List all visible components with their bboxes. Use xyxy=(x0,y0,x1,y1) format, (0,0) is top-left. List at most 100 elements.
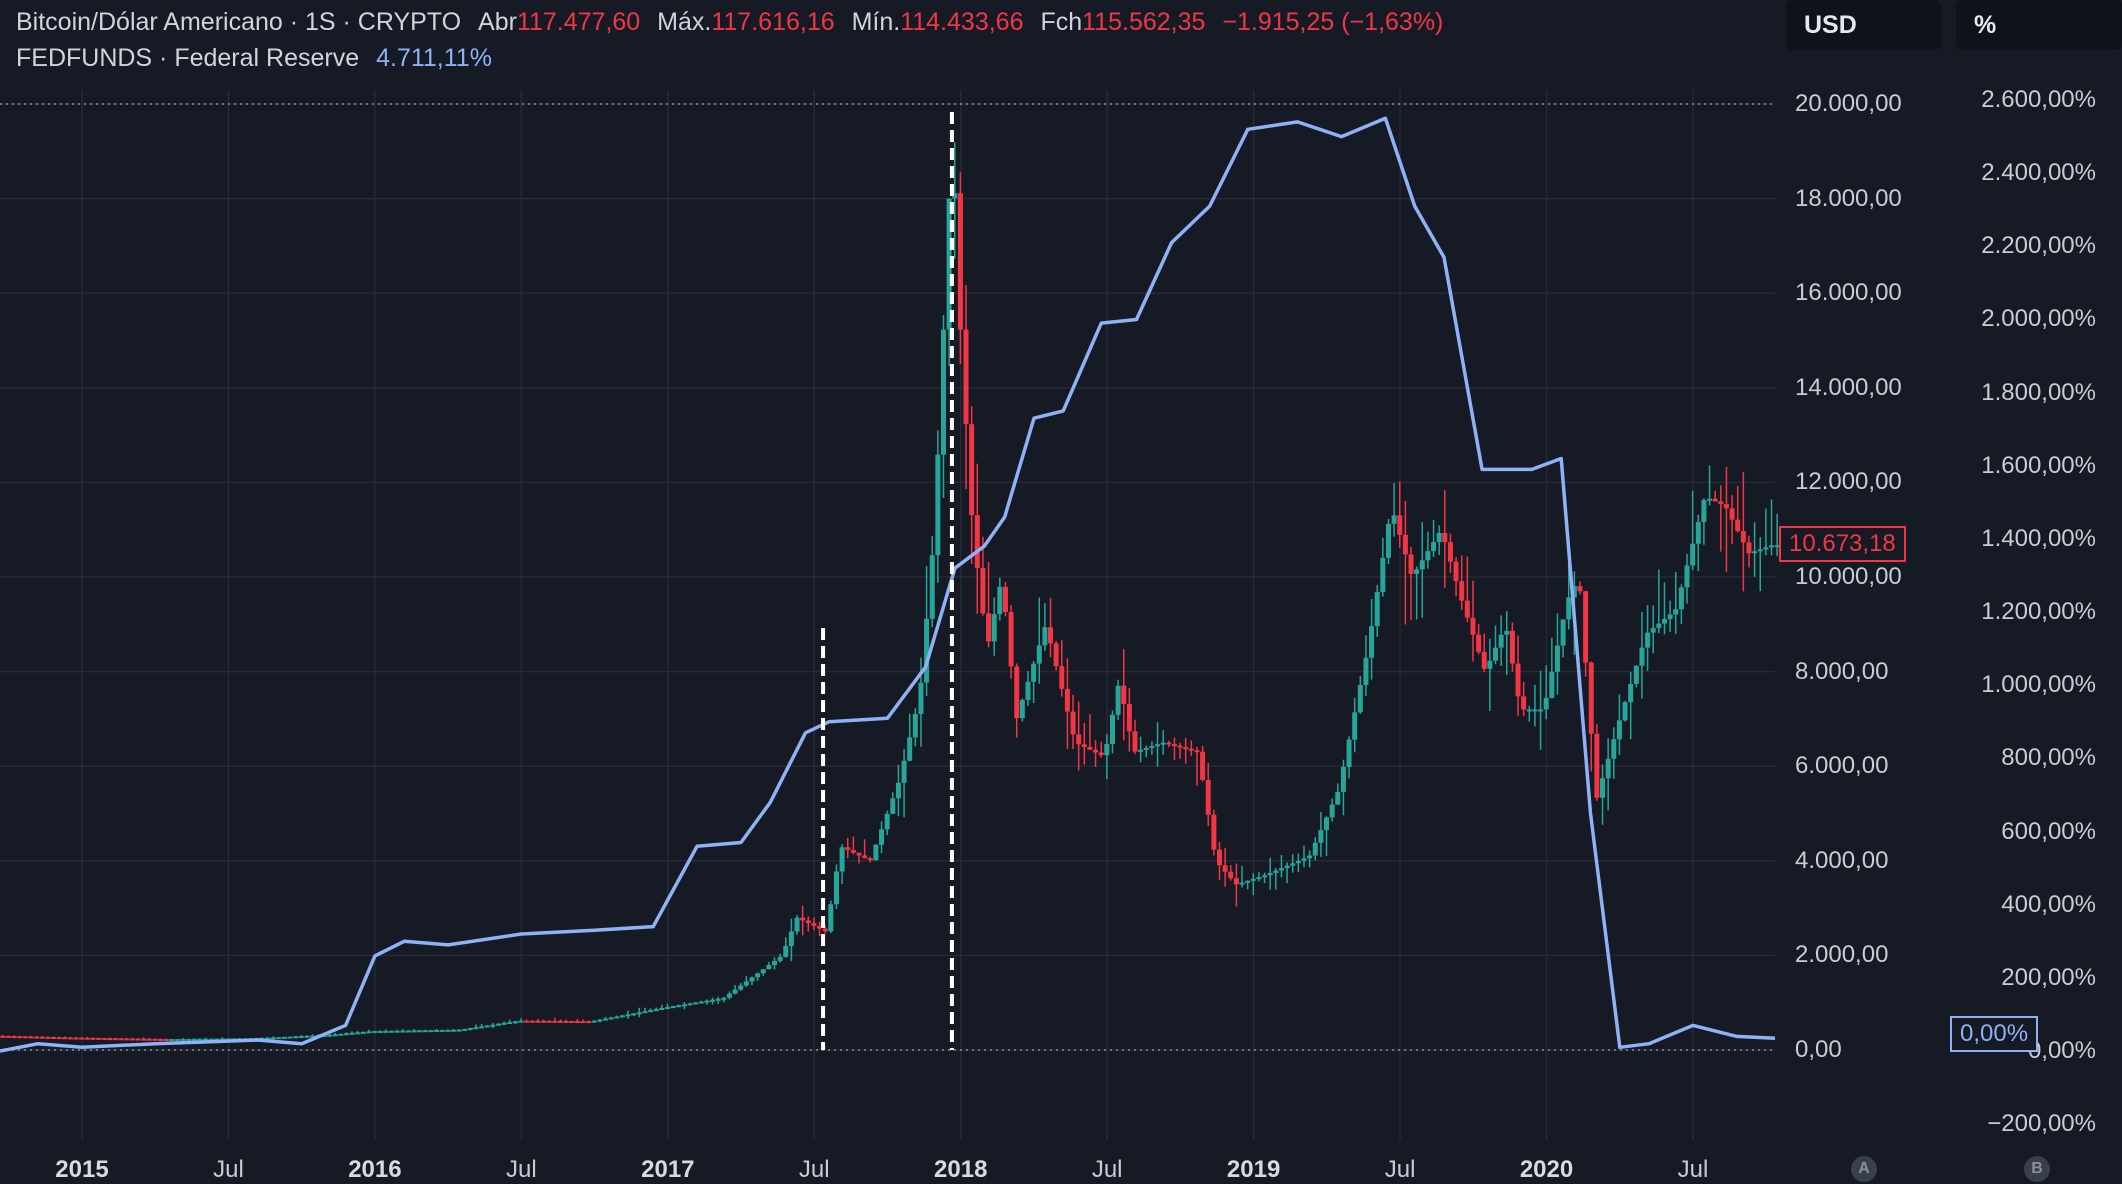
candle-body xyxy=(1515,663,1521,697)
candle-body xyxy=(1177,745,1183,748)
candle-body xyxy=(439,1029,445,1032)
candle-body xyxy=(366,1031,372,1034)
candle-body xyxy=(349,1032,355,1035)
candle-body xyxy=(800,917,806,921)
candle-body xyxy=(569,1020,575,1023)
candle-body xyxy=(1160,742,1166,745)
candle-body xyxy=(287,1036,293,1039)
candle-body xyxy=(1498,634,1504,648)
percent-button[interactable]: % xyxy=(1956,0,2122,50)
candle-body xyxy=(1397,515,1403,535)
candle-body xyxy=(338,1033,344,1036)
y-right-tick: 2.400,00% xyxy=(1981,159,2096,187)
legend-symbol: Bitcoin/Dólar Americano · 1S · CRYPTO xyxy=(16,8,462,36)
candle-body xyxy=(557,1020,563,1023)
candle-body xyxy=(1594,733,1600,798)
candle-body xyxy=(856,852,862,856)
candle-body xyxy=(1583,591,1589,663)
candle-body xyxy=(197,1038,203,1041)
y-right-tick: 1.000,00% xyxy=(1981,671,2096,699)
candle-body xyxy=(1273,870,1279,873)
candle-body xyxy=(822,928,828,932)
candle-body xyxy=(546,1020,552,1023)
candle-body xyxy=(112,1038,118,1041)
candle-body xyxy=(417,1030,423,1033)
candle-body xyxy=(833,871,839,905)
candle-body xyxy=(963,329,969,425)
candle-body xyxy=(1098,752,1104,756)
candle-body xyxy=(1233,878,1239,885)
candle-body xyxy=(298,1036,304,1039)
y-right-tick: 2.200,00% xyxy=(1981,232,2096,260)
candle-body xyxy=(484,1025,490,1028)
candle-body xyxy=(101,1038,107,1041)
candle-body xyxy=(372,1031,378,1034)
candle-body xyxy=(1729,508,1735,520)
candle-body xyxy=(693,1002,699,1005)
candle-body xyxy=(281,1036,287,1039)
candle-body xyxy=(1571,586,1577,598)
candle-body xyxy=(411,1030,417,1033)
candle-body xyxy=(1464,600,1470,618)
candle-body xyxy=(1059,666,1065,689)
currency-button[interactable]: USD xyxy=(1786,0,1941,50)
candle-body xyxy=(1459,581,1465,601)
candle-body xyxy=(1262,875,1268,878)
candle-body xyxy=(501,1022,507,1025)
candle-body xyxy=(479,1026,485,1029)
candle-body xyxy=(1476,634,1482,652)
candle-body xyxy=(1222,865,1228,872)
x-tick: Jul xyxy=(506,1156,537,1183)
y-right-tick: 2.600,00% xyxy=(1981,86,2096,113)
scale-b-button[interactable]: B xyxy=(2024,1156,2050,1182)
candle-body xyxy=(507,1022,513,1025)
candle-body xyxy=(129,1038,135,1041)
y-right-tick: 1.800,00% xyxy=(1981,378,2096,406)
candle-body xyxy=(73,1037,79,1040)
candle-body xyxy=(1278,868,1284,871)
y-right-tick: 400,00% xyxy=(2001,890,2096,918)
candle-body xyxy=(1481,651,1487,669)
candle-body xyxy=(1391,515,1397,524)
candle-body xyxy=(1183,747,1189,750)
candle-body xyxy=(794,917,800,932)
candle-body xyxy=(732,989,738,994)
candle-body xyxy=(1577,586,1583,592)
y-left-tick: 12.000,00 xyxy=(1795,468,1902,496)
candle-body xyxy=(1093,749,1099,753)
candle-body xyxy=(96,1037,102,1040)
candle-body xyxy=(276,1037,282,1040)
candle-body xyxy=(935,454,941,556)
candle-body xyxy=(5,1035,11,1038)
candle-body xyxy=(901,760,907,783)
candle-body xyxy=(203,1038,209,1041)
candle-body xyxy=(783,946,789,957)
legend-low-label: Mín. xyxy=(851,8,901,36)
candle-body xyxy=(1216,849,1222,866)
candle-body xyxy=(1340,766,1346,792)
candle-body xyxy=(580,1021,586,1024)
legend-high: 117.616,16 xyxy=(711,8,835,36)
candle-body xyxy=(214,1038,220,1041)
x-tick: Jul xyxy=(1091,1156,1123,1183)
candle-body xyxy=(293,1036,299,1039)
candle-body xyxy=(839,847,845,872)
candle-body xyxy=(84,1037,90,1040)
y-left-tick: 4.000,00 xyxy=(1795,846,1889,874)
candle-body xyxy=(918,682,924,714)
candle-body xyxy=(1081,744,1087,748)
candle-body xyxy=(608,1017,614,1020)
candle-body xyxy=(1718,501,1724,504)
candle-body xyxy=(805,920,811,924)
scale-a-button[interactable]: A xyxy=(1851,1156,1877,1182)
candle-body xyxy=(1560,619,1566,646)
candle-body xyxy=(1155,744,1161,747)
candle-body xyxy=(1543,697,1549,710)
candle-body xyxy=(327,1034,333,1037)
candle-body xyxy=(969,424,975,516)
candle-body xyxy=(67,1037,73,1040)
legend-change: −1.915,25 (−1,63%) xyxy=(1222,8,1444,36)
legend-high-label: Máx. xyxy=(657,8,712,36)
candle-body xyxy=(681,1004,687,1007)
